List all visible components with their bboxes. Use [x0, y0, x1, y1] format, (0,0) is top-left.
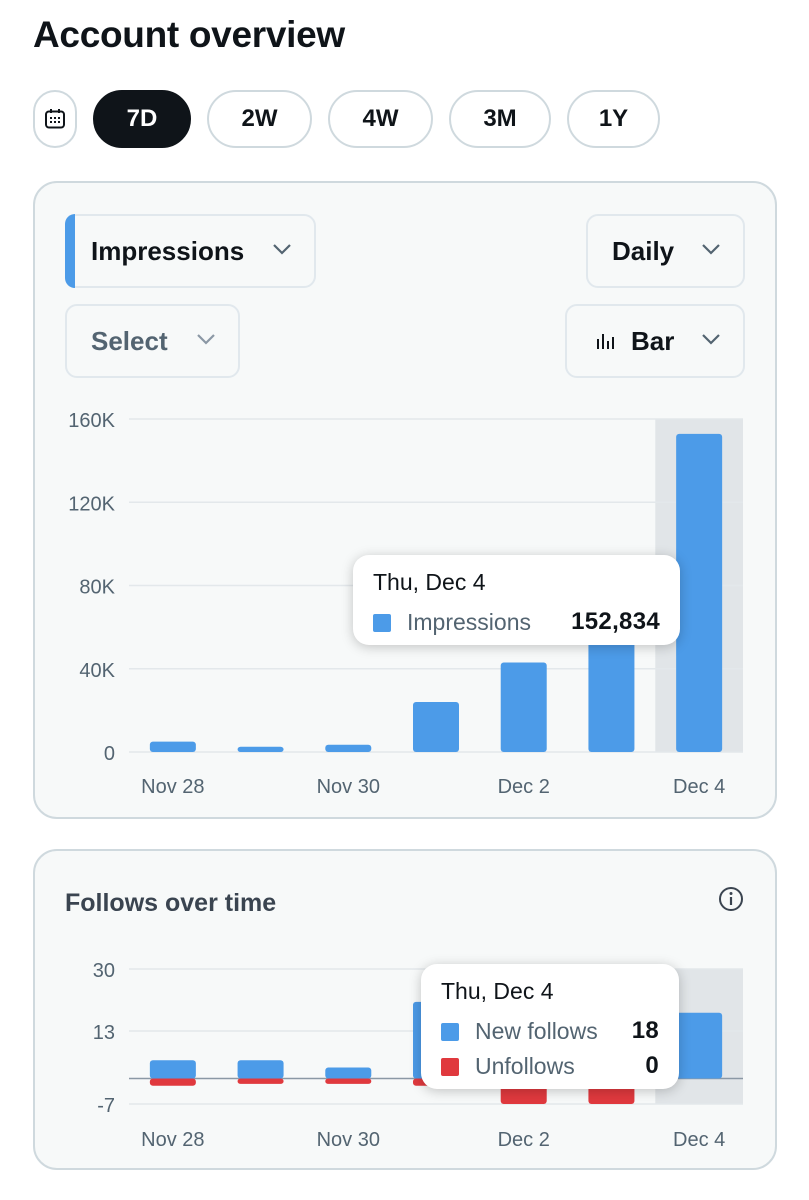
bar-new-follows: [676, 1012, 723, 1079]
interval-dropdown-label: Daily: [612, 235, 675, 266]
bar-unfollows: [149, 1078, 196, 1086]
x-tick-label: Nov 30: [317, 1129, 380, 1151]
impressions-tooltip: Thu, Dec 4 Impressions 152,834: [353, 555, 680, 645]
tooltip-unfollows-row: Unfollows: [441, 1053, 575, 1080]
metric-dropdown[interactable]: Impressions: [65, 214, 316, 288]
series-swatch: [373, 613, 391, 632]
x-tick-label: Nov 28: [141, 776, 204, 798]
y-tick-label: 0: [104, 743, 115, 765]
x-tick-label: Dec 4: [673, 776, 725, 798]
tooltip-date: Thu, Dec 4: [373, 569, 486, 595]
x-tick-label: Nov 30: [317, 776, 380, 798]
range-3m-button[interactable]: 3M: [449, 90, 551, 148]
compare-dropdown[interactable]: Select: [65, 304, 240, 378]
tooltip-unfollows-label: Unfollows: [475, 1053, 575, 1079]
bar-impressions: [588, 633, 635, 752]
tooltip-date: Thu, Dec 4: [441, 978, 554, 1004]
unfollows-swatch: [441, 1057, 459, 1076]
chart-type-dropdown[interactable]: Bar: [565, 304, 745, 378]
y-tick-label: -7: [97, 1095, 115, 1117]
impressions-card: Impressions Daily Select Bar 160K 120K 80K…: [33, 181, 777, 819]
tooltip-unfollows-value: 0: [645, 1052, 659, 1079]
interval-dropdown[interactable]: Daily: [586, 214, 745, 288]
bar-new-follows: [149, 1060, 196, 1079]
chevron-down-icon: [702, 334, 720, 345]
bar-impressions: [237, 746, 284, 752]
chart-type-dropdown-label: Bar: [631, 325, 675, 356]
follows-card-title: Follows over time: [65, 889, 277, 917]
follows-tooltip: Thu, Dec 4 New follows 18 Unfollows 0: [421, 964, 679, 1089]
calendar-icon: [45, 109, 65, 129]
y-tick-label: 80K: [79, 577, 115, 599]
x-tick-label: Nov 28: [141, 1129, 204, 1151]
metric-dropdown-label: Impressions: [91, 235, 245, 266]
date-range-selector: 7D 2W 4W 3M 1Y: [33, 90, 660, 148]
chevron-down-icon: [702, 244, 720, 255]
info-icon[interactable]: [718, 886, 744, 912]
page-title: Account overview: [33, 14, 345, 55]
y-tick-label: 13: [93, 1022, 115, 1044]
tooltip-new-follows-row: New follows: [441, 1018, 598, 1045]
compare-dropdown-label: Select: [91, 325, 168, 356]
bar-new-follows: [237, 1060, 284, 1079]
bar-impressions: [500, 662, 547, 752]
chevron-down-icon: [197, 334, 215, 345]
tooltip-series-label: Impressions: [407, 609, 531, 635]
bar-new-follows: [325, 1067, 372, 1079]
bar-chart-icon: [597, 334, 614, 349]
tooltip-new-follows-label: New follows: [475, 1018, 598, 1044]
x-tick-label: Dec 2: [498, 776, 550, 798]
tooltip-series-row: Impressions: [373, 609, 531, 636]
tooltip-value: 152,834: [571, 608, 660, 635]
y-tick-label: 120K: [68, 493, 115, 515]
bar-impressions: [413, 702, 459, 752]
bar-impressions: [676, 433, 723, 752]
follows-card: Follows over time 30 13 -7 Nov 28 Nov 30 Dec …: [33, 849, 777, 1170]
bar-unfollows: [237, 1078, 284, 1084]
bar-unfollows: [325, 1078, 372, 1084]
new-follows-swatch: [441, 1022, 459, 1041]
range-1y-button[interactable]: 1Y: [567, 90, 660, 148]
y-tick-label: 160K: [68, 410, 115, 432]
range-4w-button[interactable]: 4W: [328, 90, 433, 148]
bar-impressions: [325, 744, 372, 752]
y-tick-label: 30: [93, 960, 115, 982]
range-2w-button[interactable]: 2W: [207, 90, 312, 148]
x-tick-label: Dec 2: [498, 1129, 550, 1151]
bar-impressions: [149, 741, 196, 752]
y-tick-label: 40K: [79, 660, 115, 682]
x-tick-label: Dec 4: [673, 1129, 725, 1151]
impressions-chart: 160K 120K 80K 40K 0 Nov 28 Nov 30 Dec 2 Dec 4: [68, 410, 743, 798]
metric-color-indicator: [65, 214, 75, 288]
range-7d-button[interactable]: 7D: [93, 90, 191, 148]
chevron-down-icon: [273, 244, 291, 255]
tooltip-new-follows-value: 18: [631, 1017, 659, 1044]
calendar-button[interactable]: [33, 90, 77, 148]
